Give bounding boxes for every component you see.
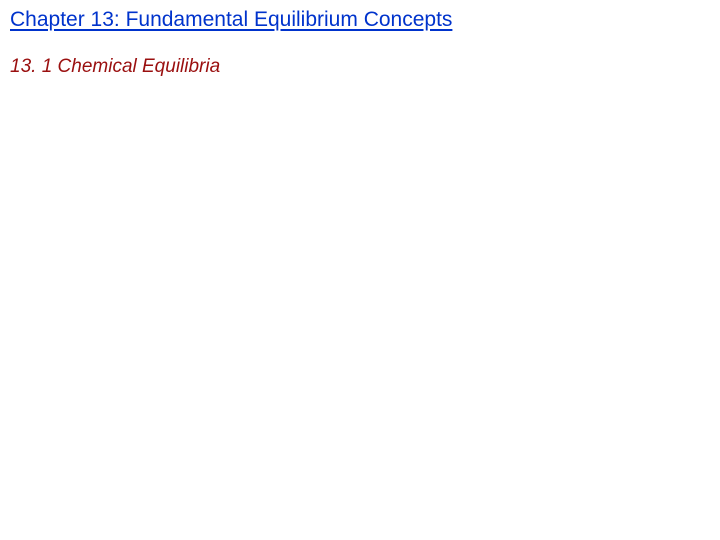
section-title: 13. 1 Chemical Equilibria xyxy=(10,56,710,78)
chapter-title: Chapter 13: Fundamental Equilibrium Conc… xyxy=(10,8,710,32)
